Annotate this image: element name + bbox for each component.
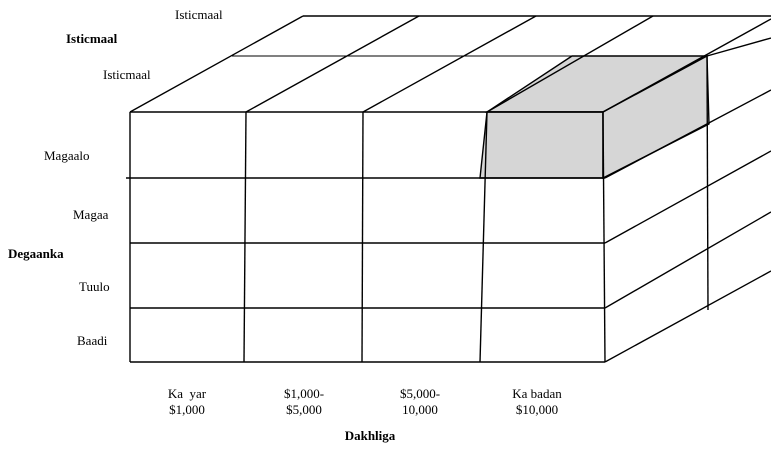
row-label: Magaa bbox=[73, 207, 109, 222]
column-label-line1: $1,000- bbox=[284, 386, 324, 401]
column-label-line1: Ka badan bbox=[512, 386, 562, 401]
column-label-line2: $10,000 bbox=[516, 402, 558, 417]
column-axis-title: Dakhliga bbox=[345, 428, 396, 443]
column-label-line1: $5,000- bbox=[400, 386, 440, 401]
column-label-line2: $5,000 bbox=[286, 402, 322, 417]
highlighted-cell-front bbox=[479, 111, 604, 179]
cube-front-face bbox=[126, 111, 606, 363]
row-labels: Magaalo Magaa Tuulo Baadi bbox=[44, 148, 110, 348]
top-axis-title: Isticmaal bbox=[66, 31, 118, 46]
column-label-line2: $1,000 bbox=[169, 402, 205, 417]
row-label: Magaalo bbox=[44, 148, 89, 163]
cube-side-face bbox=[604, 55, 771, 363]
top-label-back-row: Isticmaal bbox=[175, 7, 223, 22]
cube-top-face bbox=[129, 15, 771, 113]
row-axis-title: Degaanka bbox=[8, 246, 64, 261]
column-label-line2: 10,000 bbox=[402, 402, 438, 417]
column-labels: Ka yar $1,000 $1,000- $5,000 $5,000- 10,… bbox=[168, 386, 562, 417]
row-label: Baadi bbox=[77, 333, 108, 348]
row-label: Tuulo bbox=[79, 279, 110, 294]
column-label-line1: Ka yar bbox=[168, 386, 207, 401]
top-label-front-row: Isticmaal bbox=[103, 67, 151, 82]
